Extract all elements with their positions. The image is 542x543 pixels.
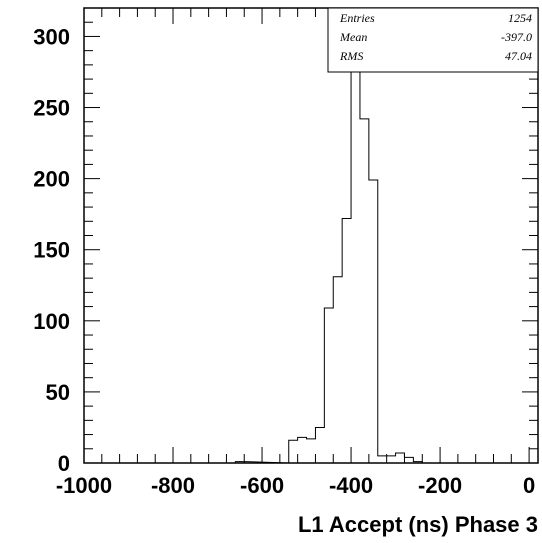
y-tick-label: 200 [33,167,70,192]
histogram-bin [342,218,351,463]
stats-label-entries: Entries [339,11,375,25]
plot-frame [83,7,539,464]
histogram-bin [396,453,405,463]
y-tick-label: 100 [33,309,70,334]
stats-box [327,7,539,73]
y-tick-label: 0 [58,451,70,476]
histogram-bin [404,457,413,463]
histogram-bin [360,119,369,463]
x-tick-label: 0 [523,473,535,498]
histogram-bin [324,308,333,463]
y-tick-label: 50 [46,380,70,405]
y-tick-label: 300 [33,24,70,49]
y-tick-label: 250 [33,96,70,121]
x-tick-label: -600 [240,473,284,498]
histogram-bin [369,180,378,463]
stats-label-rms: RMS [339,49,363,63]
x-tick-label: -200 [418,473,462,498]
histogram-bin [298,437,307,463]
histogram-outline [84,55,538,464]
histogram-bin [315,427,324,463]
x-tick-label: -400 [329,473,373,498]
stats-label-mean: Mean [339,30,367,44]
x-tick-label: -800 [151,473,195,498]
stats-value-entries: 1254 [508,11,532,25]
histogram-bin [378,456,387,463]
stats-value-mean: -397.0 [501,30,532,44]
histogram-bin [333,277,342,463]
histogram-bin [307,439,316,463]
histogram-bin [387,456,396,463]
histogram-bin [351,56,360,463]
x-tick-label: -1000 [56,473,112,498]
y-tick-label: 150 [33,238,70,263]
stats-value-rms: 47.04 [505,49,532,63]
x-axis-title: L1 Accept (ns) Phase 3 [298,512,538,537]
histogram-bin [289,440,298,463]
